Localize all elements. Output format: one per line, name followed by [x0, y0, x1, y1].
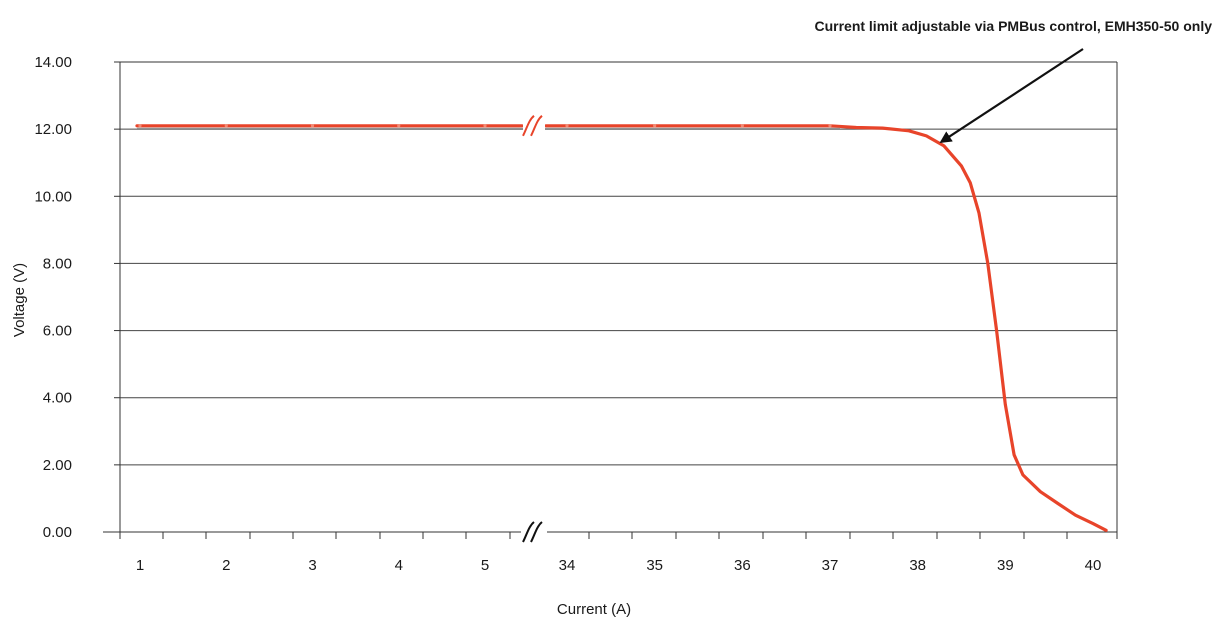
x-axis-break-squiggle: [522, 521, 543, 543]
break-stroke: [522, 115, 535, 137]
data-point: [565, 124, 569, 128]
x-tick-label: 35: [646, 557, 663, 574]
data-point: [397, 124, 401, 128]
y-axis-title: Voltage (V): [11, 263, 28, 337]
series-break-squiggle: [522, 115, 543, 137]
x-tick-label: 1: [136, 557, 144, 574]
annotation-text: Current limit adjustable via PMBus contr…: [814, 18, 1212, 34]
axis-breaks: [521, 115, 547, 543]
data-point: [224, 124, 228, 128]
x-tick-label: 38: [909, 557, 926, 574]
data-point: [828, 124, 832, 128]
y-tick-label: 12.00: [34, 121, 72, 138]
y-tick-label: 8.00: [43, 255, 72, 272]
data-point: [653, 124, 657, 128]
x-tick-label: 40: [1085, 557, 1102, 574]
break-stroke: [530, 521, 543, 543]
x-tick-label: 37: [822, 557, 839, 574]
axis-break-gap: [521, 523, 547, 541]
x-tick-label: 36: [734, 557, 751, 574]
x-tick-label: 5: [481, 557, 489, 574]
series-line-right: [544, 124, 1108, 532]
break-stroke: [530, 115, 543, 137]
annotation: Current limit adjustable via PMBus contr…: [814, 18, 1212, 144]
x-tick-label: 39: [997, 557, 1014, 574]
x-tick-label: 3: [308, 557, 316, 574]
y-tick-label: 2.00: [43, 457, 72, 474]
data-point: [740, 124, 744, 128]
y-tick-label: 6.00: [43, 323, 72, 340]
data-point: [483, 124, 487, 128]
break-stroke: [522, 521, 535, 543]
annotation-arrow: [939, 48, 1084, 144]
x-tick-label: 4: [395, 557, 403, 574]
x-tick-label: 34: [559, 557, 576, 574]
series: [135, 124, 1108, 532]
x-tick-label: 2: [222, 557, 230, 574]
data-point: [310, 124, 315, 128]
y-tick-label: 14.00: [34, 54, 72, 71]
y-tick-label: 10.00: [34, 188, 72, 205]
grid: [120, 61, 1117, 466]
data-point: [138, 124, 142, 128]
x-axis-title: Current (A): [557, 601, 631, 618]
axes: [103, 61, 1118, 539]
y-tick-label: 4.00: [43, 390, 72, 407]
y-tick-label: 0.00: [43, 524, 72, 541]
